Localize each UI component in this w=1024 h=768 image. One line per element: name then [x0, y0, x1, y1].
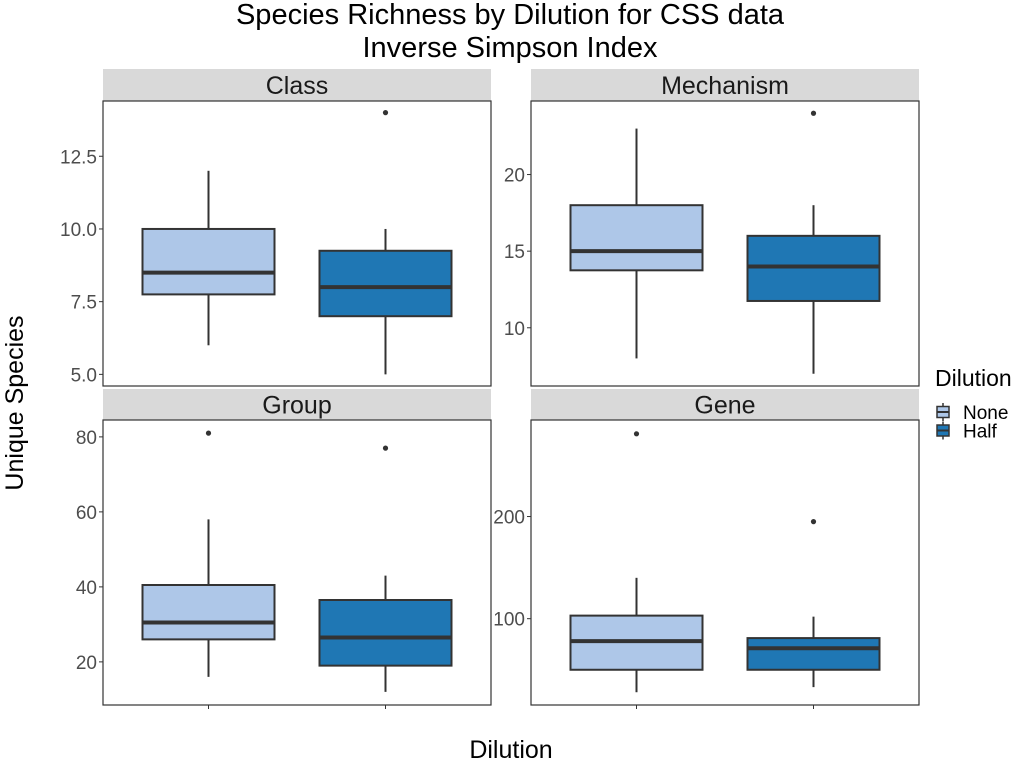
box-class-half [318, 110, 453, 375]
panel-border-group [102, 419, 492, 706]
facet-label-group: Group [262, 392, 331, 420]
box-mechanism-half [746, 110, 881, 374]
box-mechanism-none [569, 128, 704, 359]
y-tick-label-gene: 200 [493, 508, 525, 529]
outlier-point [810, 110, 817, 116]
y-tick-label-group: 80 [76, 428, 97, 449]
y-tick-label-mechanism: 20 [504, 166, 525, 187]
facet-group: Group 20 40 60 80 [76, 389, 492, 709]
legend-title: Dilution [935, 365, 1012, 391]
iqr-box [746, 637, 881, 671]
facet-strip-gene [531, 389, 919, 420]
y-tick-label-group: 60 [76, 503, 97, 524]
box-group-none [141, 430, 276, 677]
y-tick-label-mechanism: 15 [504, 242, 525, 263]
facet-strip-class [103, 69, 491, 101]
facet-class: Class 5.0 7.5 10.0 12.5 [60, 69, 492, 387]
iqr-box [569, 204, 704, 272]
panel-border-mechanism [530, 100, 920, 387]
outlier-point [810, 519, 817, 525]
facet-label-mechanism: Mechanism [661, 72, 789, 100]
facet-mechanism: Mechanism 10 15 20 [504, 69, 920, 387]
box-class-none [141, 170, 276, 346]
box-gene-none [569, 431, 704, 693]
legend-label: None [963, 403, 1008, 424]
legend-item-none: None [936, 403, 1008, 424]
outlier-point [633, 431, 640, 437]
legend-item-half: Half [936, 421, 998, 443]
box-group-half [318, 445, 453, 692]
panel-border-gene [530, 419, 920, 706]
chart-title: Species Richness by Dilution for CSS dat… [236, 0, 785, 31]
outlier-point [382, 110, 389, 116]
facet-strip-group [103, 389, 491, 420]
y-tick-label-mechanism: 10 [504, 319, 525, 340]
y-tick-label-class: 10.0 [60, 220, 97, 241]
y-tick-label-gene: 100 [493, 610, 525, 631]
facet-panels: Class 5.0 7.5 10.0 12.5 Mechanism 10 15 20 Group 2… [60, 69, 920, 709]
y-tick-label-class: 5.0 [71, 365, 97, 386]
facet-strip-mechanism [531, 69, 919, 101]
iqr-box [318, 599, 453, 667]
box-gene-half [746, 519, 881, 688]
iqr-box [141, 584, 276, 641]
x-axis-title: Dilution [469, 736, 552, 764]
legend-label: Half [963, 422, 998, 443]
facet-label-class: Class [266, 72, 329, 100]
facet-label-gene: Gene [694, 392, 755, 420]
y-tick-label-class: 12.5 [60, 147, 97, 168]
y-tick-label-group: 40 [76, 578, 97, 599]
chart-subtitle: Inverse Simpson Index [363, 32, 658, 64]
facet-gene: Gene 100 200 [493, 389, 920, 709]
outlier-point [205, 430, 212, 436]
outlier-point [382, 445, 389, 451]
panel-border-class [102, 100, 492, 387]
y-tick-label-class: 7.5 [71, 293, 97, 314]
y-axis-title: Unique Species [1, 315, 29, 490]
y-tick-label-group: 20 [76, 653, 97, 674]
iqr-box [318, 249, 453, 318]
iqr-box [141, 227, 276, 296]
